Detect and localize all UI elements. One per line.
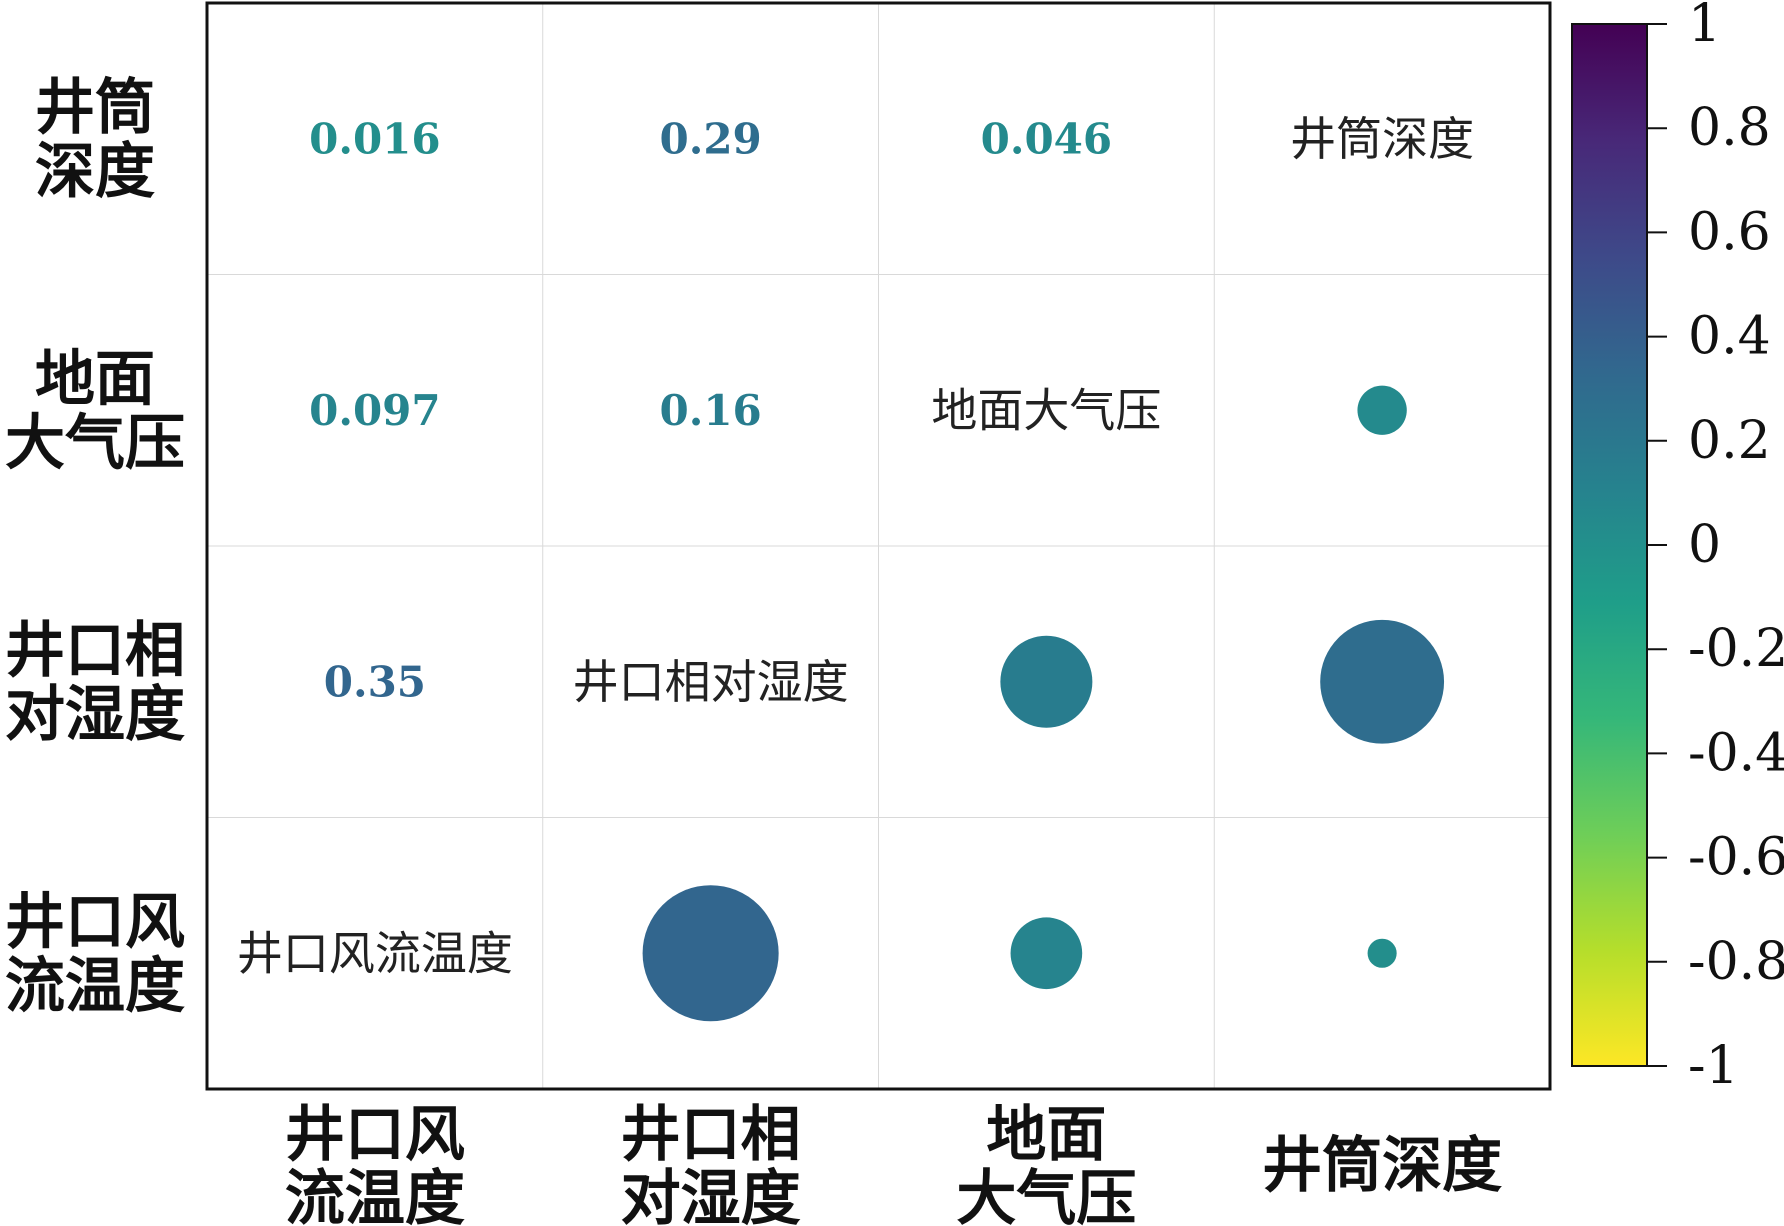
correlation-value-label: 0.016 — [309, 114, 441, 163]
plot-frame — [205, 1, 1552, 1091]
column-label: 地面大气压 — [956, 1100, 1136, 1226]
column-labels: 井口风流温度 井口相对湿度 地面大气压 井筒深度 — [285, 1100, 1502, 1226]
correlation-circle — [642, 885, 779, 1022]
colorbar-tick-label: 0.4 — [1688, 307, 1771, 367]
column-label: 井口风流温度 — [285, 1100, 465, 1226]
row-label: 地面大气压 — [5, 344, 185, 478]
colorbar-tick-label: 1 — [1688, 0, 1721, 54]
diagonal-label: 井口相对湿度 — [573, 655, 849, 709]
colorbar-tick-label: -0.8 — [1688, 932, 1784, 992]
row-label: 井口相对湿度 — [5, 616, 185, 750]
colorbar-tick-label: 0.8 — [1688, 98, 1771, 158]
colorbar-tick-label: -1 — [1688, 1036, 1739, 1096]
correlation-value-label: 0.046 — [981, 114, 1113, 163]
correlation-value-label: 0.29 — [659, 114, 761, 163]
colorbar-tick-label: 0.6 — [1688, 202, 1771, 262]
matrix-cells: 0.016 0.29 0.046 井筒深度 0.097 0.16 地面大气压 0.35 井口相对… — [237, 112, 1474, 1022]
correlation-value-label: 0.16 — [659, 386, 761, 435]
correlation-circle — [1000, 635, 1093, 728]
diagonal-label: 井口风流温度 — [237, 926, 513, 980]
column-label: 井口相对湿度 — [621, 1100, 801, 1226]
grid — [207, 3, 1550, 1089]
row-label: 井口风流温度 — [5, 887, 185, 1021]
colorbar-tick-label: -0.4 — [1688, 723, 1784, 783]
colorbar-tick-label: 0 — [1688, 515, 1721, 575]
correlation-circle — [1010, 917, 1083, 990]
correlation-circle — [1357, 385, 1407, 435]
colorbar-tick-label: 0.2 — [1688, 411, 1771, 471]
colorbar: 1 0.8 0.6 0.4 0.2 0 -0.2 -0.4 -0.6 -0.8 -1 — [1571, 0, 1784, 1096]
row-label: 井筒深度 — [35, 73, 155, 207]
correlation-value-label: 0.35 — [324, 657, 426, 706]
colorbar-tick-label: -0.6 — [1688, 828, 1784, 888]
correlation-circle — [1367, 938, 1397, 968]
correlation-value-label: 0.097 — [309, 386, 441, 435]
colorbar-gradient — [1571, 23, 1648, 1067]
diagonal-label: 地面大气压 — [931, 383, 1161, 437]
column-label: 井筒深度 — [1262, 1131, 1502, 1201]
colorbar-tick-label: -0.2 — [1688, 619, 1784, 679]
diagonal-label: 井筒深度 — [1290, 112, 1474, 166]
correlation-circle — [1320, 619, 1445, 744]
